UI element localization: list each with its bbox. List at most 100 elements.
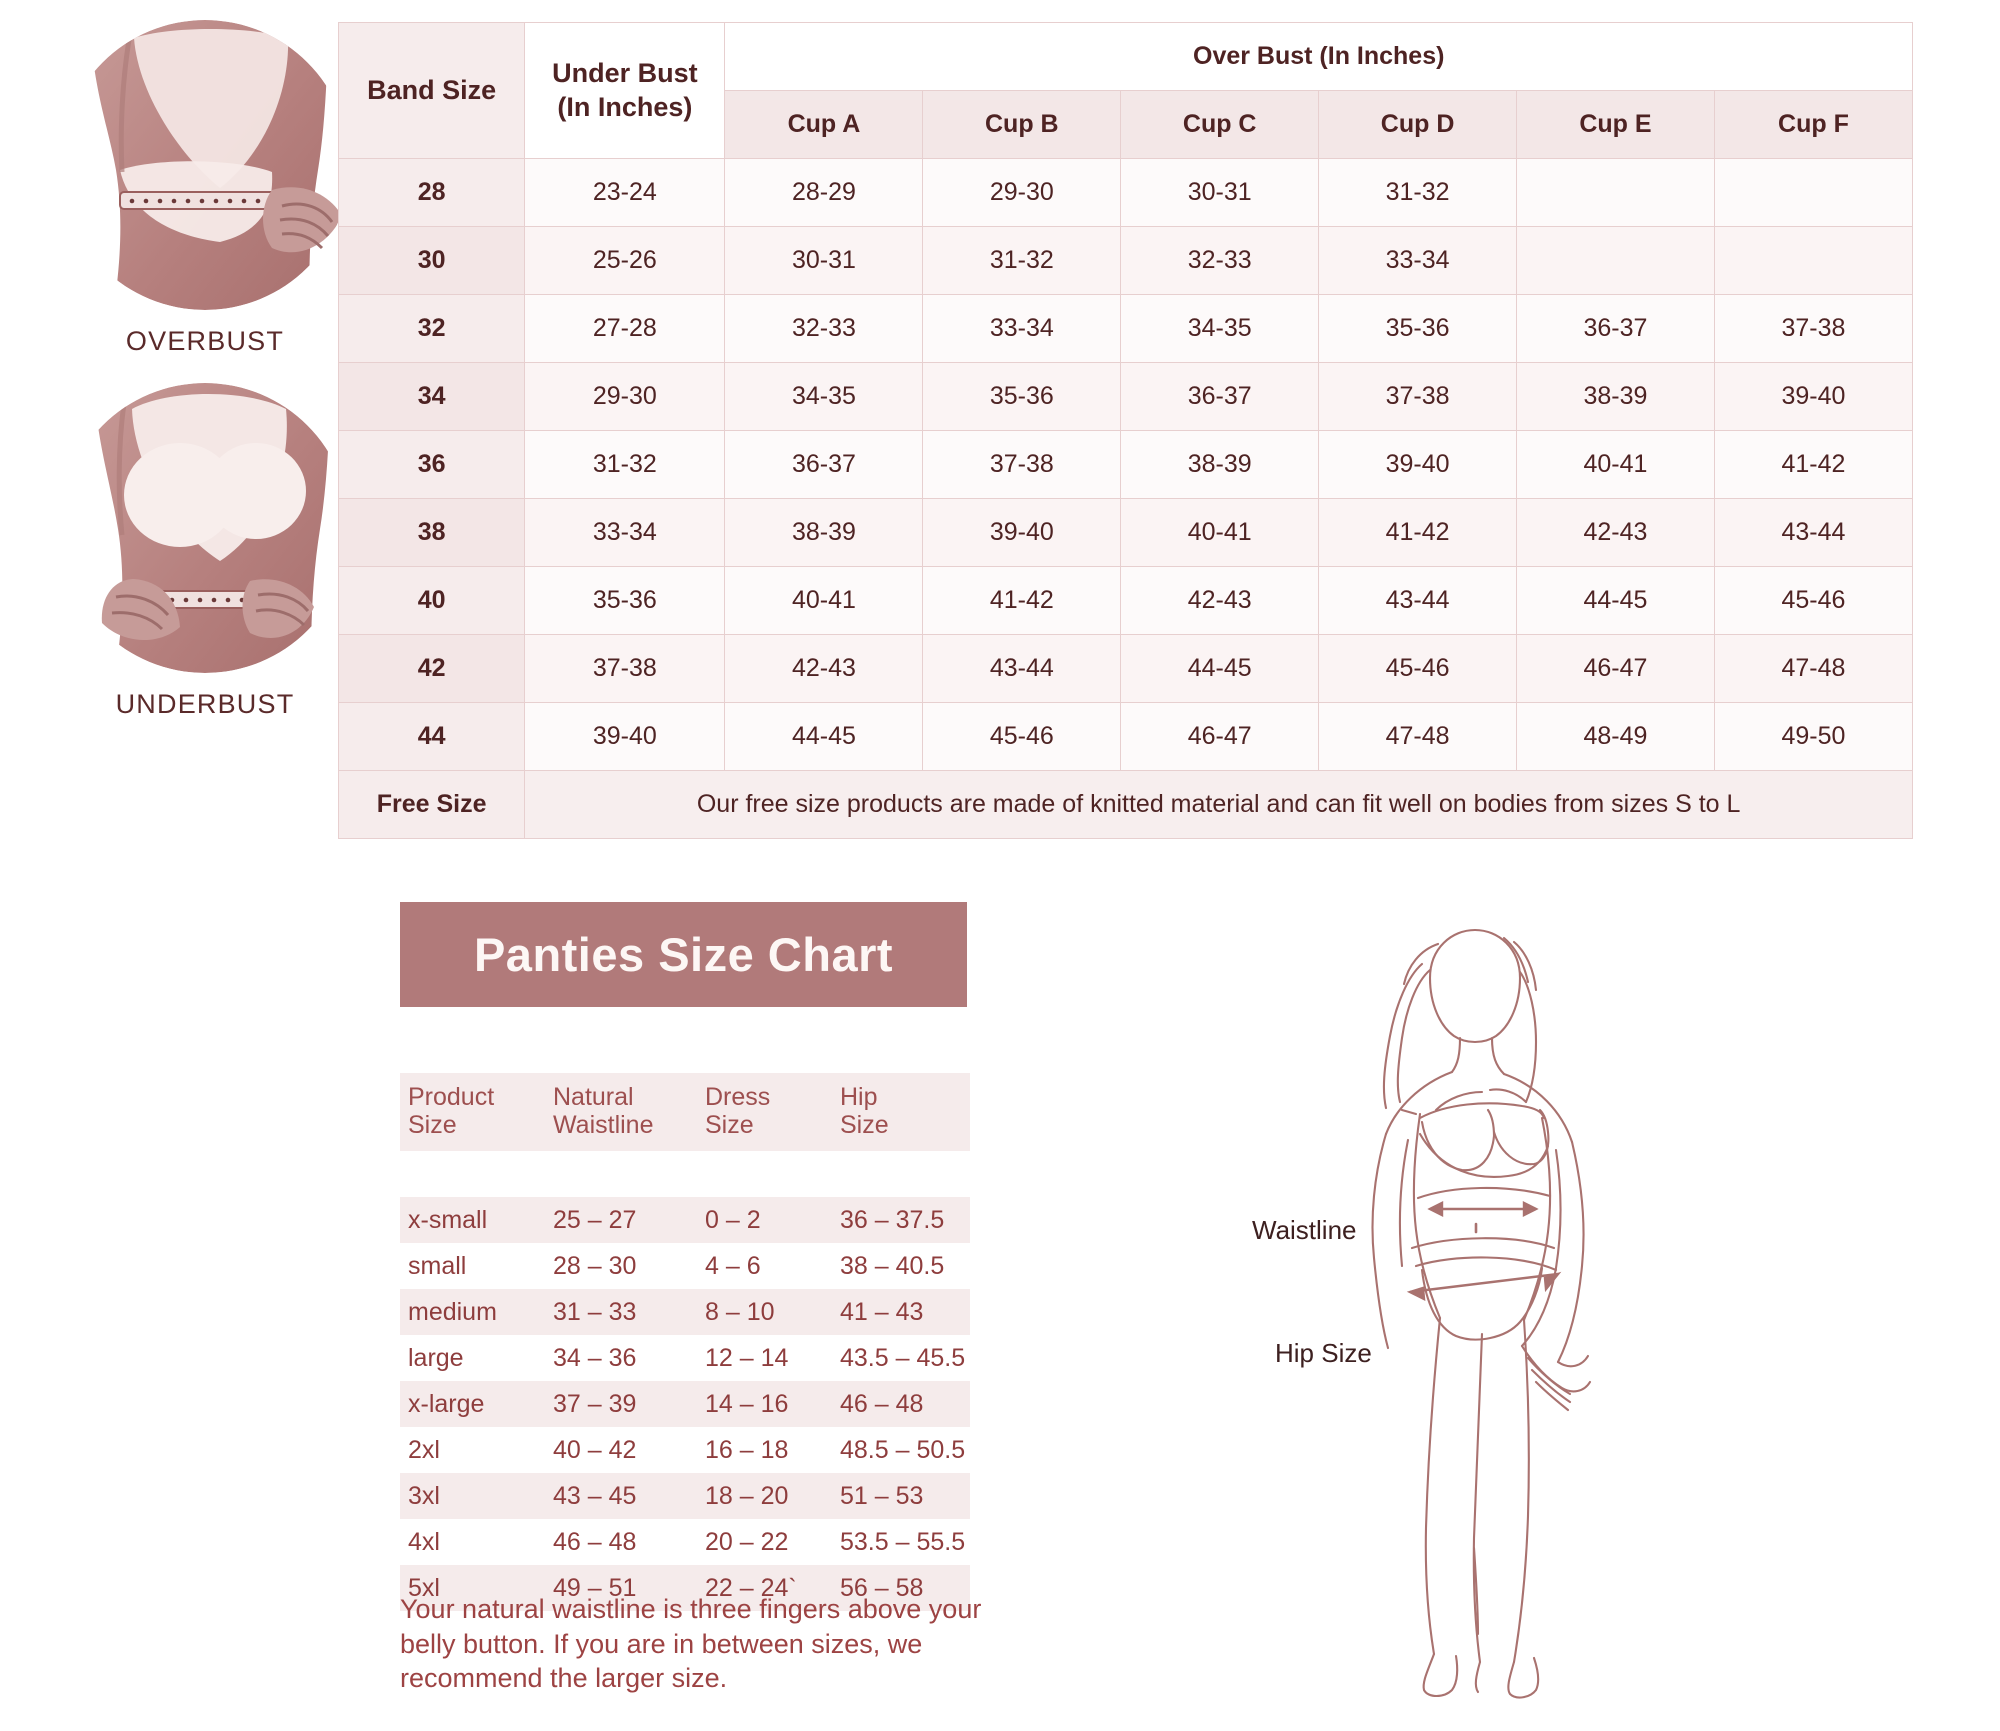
body-measurement-figure [1270, 918, 1690, 1718]
bra-cup-f-cell: 43-44 [1713, 498, 1914, 567]
bra-band-size-cell: 42 [337, 634, 526, 703]
panties-dress-size-cell: 18 – 20 [697, 1473, 832, 1519]
bra-cup-c-cell: 30-31 [1120, 158, 1320, 227]
bra-cup-e-cell: 46-47 [1516, 634, 1715, 703]
bra-cup-e-cell: 42-43 [1516, 498, 1715, 567]
bra-cup-b-cell: 41-42 [922, 566, 1122, 635]
bra-under-bust-cell: 31-32 [524, 430, 726, 499]
bra-table-row: 42 37-38 42-43 43-44 44-45 45-46 46-47 47-48 [337, 634, 1914, 703]
bra-cup-d-cell: 39-40 [1318, 430, 1518, 499]
underbust-measure-photo [60, 383, 350, 673]
panties-dress-size-cell: 16 – 18 [697, 1427, 832, 1473]
bra-cup-b-cell: 37-38 [922, 430, 1122, 499]
bra-under-bust-cell: 25-26 [524, 226, 726, 295]
bra-cup-f-cell [1713, 226, 1914, 295]
underbust-photo-block: UNDERBUST [60, 383, 350, 720]
panties-hip-size-cell: 38 – 40.5 [832, 1243, 970, 1289]
bra-cup-c-cell: 38-39 [1120, 430, 1320, 499]
panties-dress-size-cell: 8 – 10 [697, 1289, 832, 1335]
bra-table-row: 30 25-26 30-31 31-32 32-33 33-34 [337, 226, 1914, 295]
panties-natural-waistline-cell: 40 – 42 [545, 1427, 697, 1473]
bra-band-size-cell: 40 [337, 566, 526, 635]
panties-dress-size-cell: 14 – 16 [697, 1381, 832, 1427]
female-body-line-art-icon [1371, 928, 1592, 1699]
bra-cup-e-cell: 48-49 [1516, 702, 1715, 771]
bra-cup-f-cell: 41-42 [1713, 430, 1914, 499]
panties-dress-size-cell: 4 – 6 [697, 1243, 832, 1289]
panties-natural-waistline-cell: 25 – 27 [545, 1197, 697, 1243]
bra-cup-d-cell: 47-48 [1318, 702, 1518, 771]
bra-cup-c-cell: 36-37 [1120, 362, 1320, 431]
panties-hip-size-cell: 56 – 58 [832, 1565, 970, 1611]
panties-col-natural-waistline: Natural Waistline [545, 1073, 697, 1151]
bra-table-row: 34 29-30 34-35 35-36 36-37 37-38 38-39 39-40 [337, 362, 1914, 431]
bra-cup-a-cell: 44-45 [724, 702, 924, 771]
bra-table-body: 28 23-24 28-29 29-30 30-31 31-32 30 25-26 30-31 3… [337, 158, 1914, 771]
panties-hip-size-cell: 36 – 37.5 [832, 1197, 970, 1243]
panties-product-size-cell: 4xl [400, 1519, 545, 1565]
bra-table-row: 38 33-34 38-39 39-40 40-41 41-42 42-43 43-44 [337, 498, 1914, 567]
panties-product-size-cell: 5xl [400, 1565, 545, 1611]
bra-cup-d-cell: 31-32 [1318, 158, 1518, 227]
bra-cup-c-cell: 46-47 [1120, 702, 1320, 771]
panties-table-spacer [400, 1151, 970, 1197]
bra-under-bust-cell: 27-28 [524, 294, 726, 363]
overbust-photo-block: OVERBUST [60, 20, 350, 357]
bra-under-bust-cell: 29-30 [524, 362, 726, 431]
bra-cup-d-cell: 43-44 [1318, 566, 1518, 635]
panties-col-hip-size: Hip Size [832, 1073, 970, 1151]
bra-table-row: 40 35-36 40-41 41-42 42-43 43-44 44-45 45-46 [337, 566, 1914, 635]
panties-natural-waistline-cell: 37 – 39 [545, 1381, 697, 1427]
bra-cup-e-cell [1516, 158, 1715, 227]
bra-group-header-over-bust: Over Bust (In Inches) [724, 22, 1913, 91]
bra-cup-f-cell [1713, 158, 1914, 227]
panties-table-row: x-large 37 – 39 14 – 16 46 – 48 [400, 1381, 970, 1427]
free-size-text: Our free size products are made of knitt… [524, 770, 1913, 839]
panties-table-row: medium 31 – 33 8 – 10 41 – 43 [400, 1289, 970, 1335]
bra-cup-c-cell: 42-43 [1120, 566, 1320, 635]
panties-natural-waistline-cell: 49 – 51 [545, 1565, 697, 1611]
panties-banner-title: Panties Size Chart [473, 928, 894, 981]
panties-product-size-cell: x-large [400, 1381, 545, 1427]
panties-table-row: 3xl 43 – 45 18 – 20 51 – 53 [400, 1473, 970, 1519]
free-size-label: Free Size [337, 770, 526, 839]
bra-col-cup-e: Cup E [1516, 90, 1715, 159]
panties-natural-waistline-cell: 43 – 45 [545, 1473, 697, 1519]
bra-cup-f-cell: 45-46 [1713, 566, 1914, 635]
bra-band-size-cell: 38 [337, 498, 526, 567]
panties-natural-waistline-cell: 46 – 48 [545, 1519, 697, 1565]
bra-cup-f-cell: 37-38 [1713, 294, 1914, 363]
panties-hip-size-cell: 43.5 – 45.5 [832, 1335, 970, 1381]
bra-cup-f-cell: 49-50 [1713, 702, 1914, 771]
underbust-label: UNDERBUST [115, 689, 295, 719]
panties-col-product-size: Product Size [400, 1073, 545, 1151]
bra-col-cup-b: Cup B [922, 90, 1122, 159]
panties-product-size-cell: 3xl [400, 1473, 545, 1519]
bra-under-bust-cell: 39-40 [524, 702, 726, 771]
bra-under-bust-cell: 23-24 [524, 158, 726, 227]
bra-cup-e-cell [1516, 226, 1715, 295]
panties-hip-size-cell: 46 – 48 [832, 1381, 970, 1427]
bra-cup-e-cell: 36-37 [1516, 294, 1715, 363]
bra-col-cup-d: Cup D [1318, 90, 1518, 159]
overbust-measure-photo [60, 20, 350, 310]
bra-cup-d-cell: 35-36 [1318, 294, 1518, 363]
panties-table-row: large 34 – 36 12 – 14 43.5 – 45.5 [400, 1335, 970, 1381]
bra-col-band-size: Band Size [337, 22, 526, 159]
measurement-photo-column: OVERBUST [60, 20, 350, 720]
panties-hip-size-cell: 51 – 53 [832, 1473, 970, 1519]
panties-table-row: small 28 – 30 4 – 6 38 – 40.5 [400, 1243, 970, 1289]
overbust-label: OVERBUST [125, 326, 285, 356]
bra-table-row: 44 39-40 44-45 45-46 46-47 47-48 48-49 49-50 [337, 702, 1914, 771]
bra-cup-d-cell: 33-34 [1318, 226, 1518, 295]
bra-size-chart: Band Size Under Bust (In Inches) Over Bu… [337, 22, 1914, 839]
bra-band-size-cell: 32 [337, 294, 526, 363]
bra-cup-c-cell: 40-41 [1120, 498, 1320, 567]
panties-header-row: Product Size Natural Waistline Dress Siz… [400, 1073, 970, 1151]
panties-product-size-cell: 2xl [400, 1427, 545, 1473]
bra-cup-f-cell: 47-48 [1713, 634, 1914, 703]
panties-table-row: 4xl 46 – 48 20 – 22 53.5 – 55.5 [400, 1519, 970, 1565]
panties-table-body: x-small 25 – 27 0 – 2 36 – 37.5 small 28 – 30… [400, 1151, 970, 1611]
panties-hip-size-cell: 48.5 – 50.5 [832, 1427, 970, 1473]
bra-cup-b-cell: 35-36 [922, 362, 1122, 431]
